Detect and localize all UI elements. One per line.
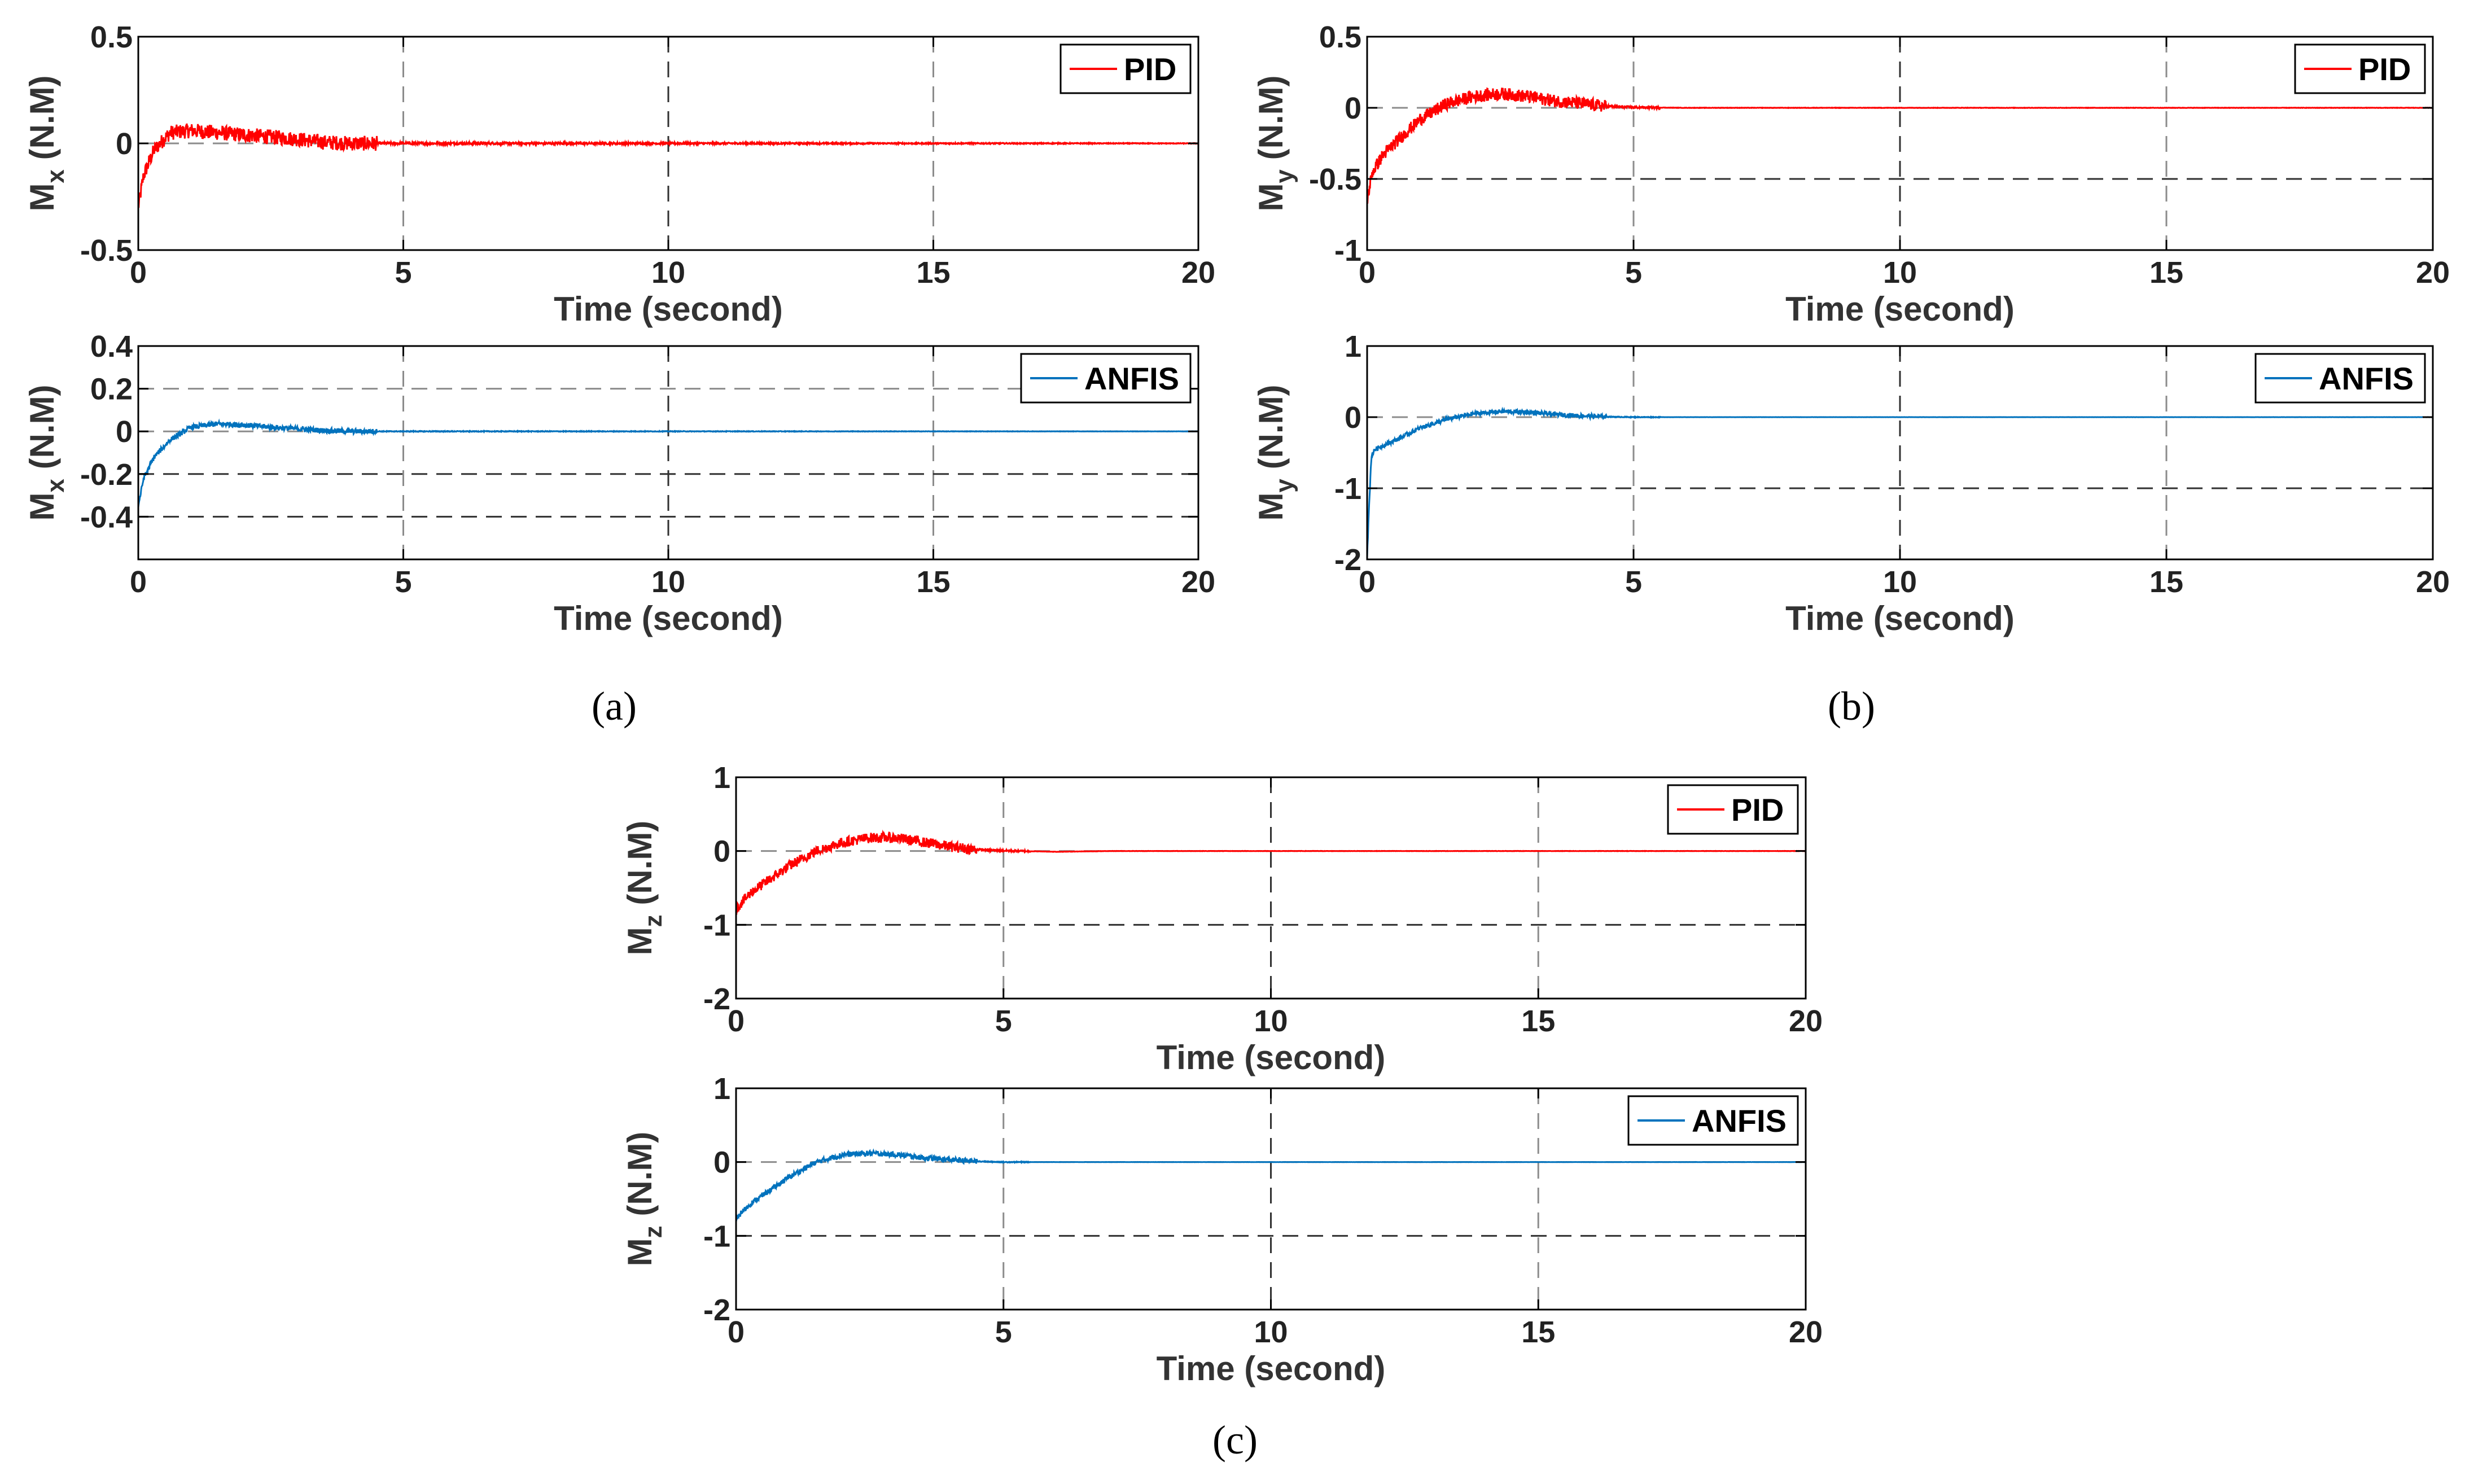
y-tick-label: -1 (1334, 472, 1361, 506)
legend: PID (1667, 784, 1799, 835)
y-tick-label: 0.2 (90, 373, 133, 406)
x-tick-label: 10 (1254, 1004, 1288, 1038)
x-tick-label: 0 (130, 256, 147, 290)
y-tick-label: 0 (1345, 91, 1361, 125)
x-tick-label: 5 (1625, 256, 1642, 290)
chart-panel-3: 0 5 10 15 20 -1 -0.5 0 0.5 Time (second) My (N.M) P… (1252, 20, 2450, 328)
x-tick-label: 0 (1359, 256, 1376, 290)
legend-label: ANFIS (2319, 361, 2414, 396)
y-tick-label: -1 (703, 908, 730, 942)
x-tick-label: 5 (395, 565, 411, 599)
x-tick-label: 20 (1789, 1315, 1823, 1349)
x-tick-label: 20 (2416, 256, 2450, 290)
y-axis-label: My (N.M) (1252, 384, 1298, 520)
x-tick-label: 0 (1359, 565, 1376, 599)
x-axis-label: Time (second) (1157, 1350, 1386, 1387)
x-tick-label: 15 (2149, 256, 2183, 290)
legend-box (1627, 1095, 1799, 1146)
y-tick-label: 1 (713, 1072, 730, 1106)
y-tick-label: 0.4 (90, 330, 133, 364)
x-tick-label: 5 (395, 256, 411, 290)
legend: PID (2294, 43, 2426, 94)
x-tick-label: 10 (1883, 256, 1917, 290)
y-tick-label: 0 (713, 1146, 730, 1180)
y-tick-label: 0.5 (1319, 20, 1361, 54)
x-tick-label: 0 (130, 565, 147, 599)
chart-panel-2: 0 5 10 15 20 -0.4 -0.2 0 0.2 0.4 Time (second) Mx (… (23, 330, 1215, 637)
x-tick-label: 15 (2149, 565, 2183, 599)
caption-b: (b) (1828, 684, 1875, 729)
x-tick-label: 10 (651, 565, 685, 599)
x-tick-label: 15 (1521, 1004, 1555, 1038)
y-tick-label: -0.5 (80, 234, 133, 268)
y-axis-label: Mz (N.M) (621, 821, 667, 956)
y-tick-label: -0.4 (80, 500, 133, 534)
chart-panel-5: 0 5 10 15 20 -2 -1 0 1 Time (second) Mz (N.M) PID (621, 761, 1823, 1076)
y-tick-label: -2 (703, 1293, 730, 1327)
x-tick-label: 15 (916, 565, 950, 599)
caption-a: (a) (592, 684, 637, 729)
legend: ANFIS (2254, 353, 2426, 404)
chart-panel-6: 0 5 10 15 20 -2 -1 0 1 Time (second) Mz (N.M) ANFIS (621, 1072, 1823, 1387)
chart-panel-4: 0 5 10 15 20 -2 -1 0 1 Time (second) My (N.M) ANFIS (1252, 330, 2450, 637)
series-line-anfis (1366, 406, 2433, 558)
caption-c: (c) (1212, 1417, 1258, 1463)
x-axis-label: Time (second) (1157, 1039, 1386, 1076)
y-tick-label: -2 (1334, 543, 1361, 577)
legend-label: ANFIS (1692, 1103, 1787, 1139)
series-line-pid (735, 829, 1806, 915)
legend-label: PID (1124, 51, 1176, 87)
series-line-pid (1366, 87, 2433, 204)
x-tick-label: 0 (728, 1004, 745, 1038)
y-tick-label: 0 (116, 415, 133, 449)
series-line-anfis (137, 418, 1199, 507)
legend: ANFIS (1020, 353, 1192, 404)
legend-label: PID (2358, 51, 2411, 87)
y-tick-label: -2 (703, 982, 730, 1016)
x-tick-label: 5 (995, 1315, 1012, 1349)
y-tick-label: 0.5 (90, 20, 133, 54)
y-tick-label: 0 (1345, 401, 1361, 435)
x-tick-label: 10 (651, 256, 685, 290)
legend: ANFIS (1627, 1095, 1799, 1146)
legend-label: PID (1731, 792, 1784, 828)
y-tick-label: -0.2 (80, 458, 133, 492)
y-axis-label: Mx (N.M) (23, 384, 69, 520)
x-axis-label: Time (second) (1785, 290, 2015, 328)
x-tick-label: 0 (728, 1315, 745, 1349)
x-axis-label: Time (second) (554, 290, 783, 328)
x-axis-label: Time (second) (554, 599, 783, 637)
legend: PID (1059, 43, 1192, 94)
y-tick-label: 1 (713, 761, 730, 795)
x-tick-label: 10 (1883, 565, 1917, 599)
series-line-pid (137, 123, 1199, 208)
legend-label: ANFIS (1084, 361, 1179, 396)
y-tick-label: -1 (1334, 234, 1361, 268)
x-tick-label: 15 (1521, 1315, 1555, 1349)
x-tick-label: 20 (1181, 256, 1215, 290)
x-axis-label: Time (second) (1785, 599, 2015, 637)
y-tick-label: 1 (1345, 330, 1361, 364)
x-tick-label: 5 (995, 1004, 1012, 1038)
y-axis-label: Mz (N.M) (621, 1132, 667, 1267)
x-tick-label: 20 (1181, 565, 1215, 599)
y-tick-label: -1 (703, 1219, 730, 1253)
x-tick-label: 20 (2416, 565, 2450, 599)
series-line-anfis (735, 1148, 1806, 1222)
y-tick-label: 0 (116, 127, 133, 161)
y-tick-label: 0 (713, 835, 730, 869)
y-tick-label: -0.5 (1309, 163, 1361, 196)
y-axis-label: My (N.M) (1252, 75, 1298, 211)
y-axis-label: Mx (N.M) (23, 75, 69, 211)
x-tick-label: 15 (916, 256, 950, 290)
x-tick-label: 10 (1254, 1315, 1288, 1349)
x-tick-label: 5 (1625, 565, 1642, 599)
x-tick-label: 20 (1789, 1004, 1823, 1038)
